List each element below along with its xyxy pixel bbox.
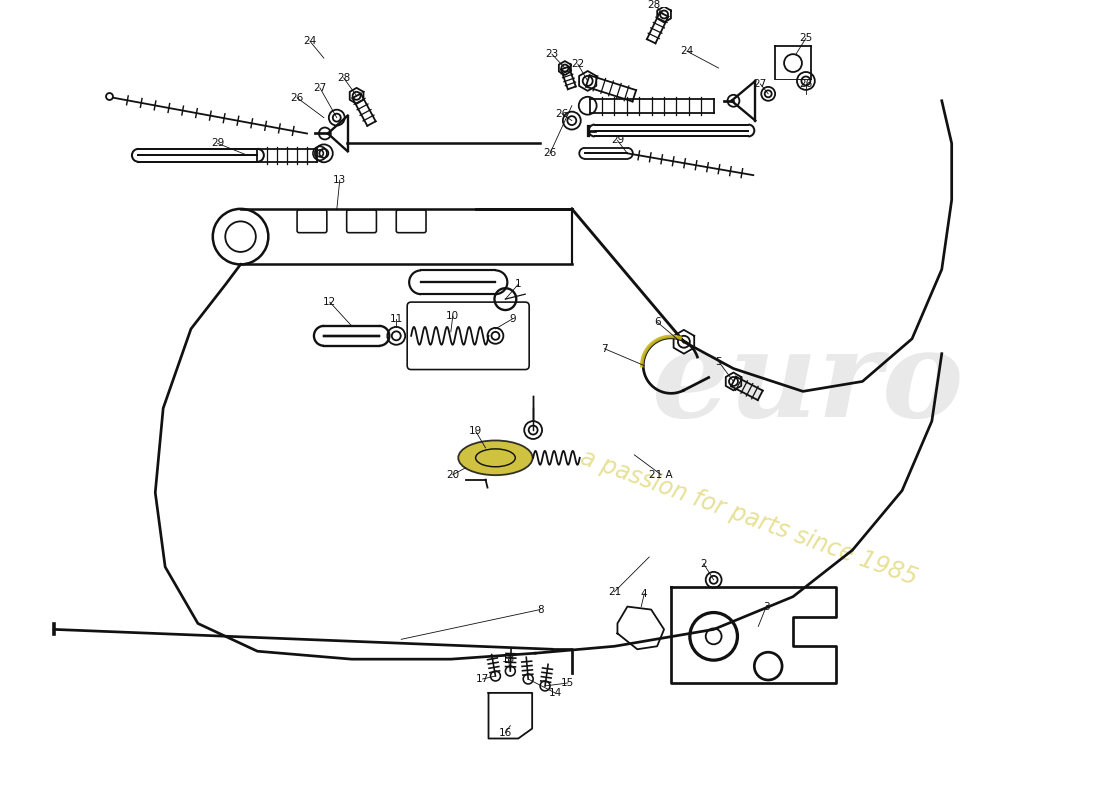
Text: 26: 26 [290,93,304,102]
Text: 22: 22 [571,59,584,69]
Ellipse shape [459,441,532,475]
Text: 26: 26 [556,109,569,118]
Text: 17: 17 [476,674,490,684]
Text: 6: 6 [653,317,660,327]
Text: 13: 13 [333,175,346,185]
Text: 27: 27 [314,83,327,93]
Text: 27: 27 [754,79,767,89]
Text: 14: 14 [548,688,562,698]
Text: 28: 28 [337,73,350,83]
Text: 21 A: 21 A [649,470,673,480]
Text: 10: 10 [447,311,460,321]
Text: 26: 26 [543,148,557,158]
Text: 29: 29 [610,135,624,146]
Text: 3: 3 [763,602,770,611]
Text: 4: 4 [641,589,648,598]
Text: 11: 11 [389,314,403,324]
Text: 1: 1 [515,279,521,290]
Text: 15: 15 [561,678,574,688]
Text: 21: 21 [608,586,622,597]
Text: 25: 25 [800,34,813,43]
Text: 24: 24 [680,46,693,56]
Text: 20: 20 [447,470,460,480]
Text: 24: 24 [304,36,317,46]
Text: 5: 5 [715,357,722,366]
Text: 2: 2 [701,559,707,569]
Text: 12: 12 [323,297,337,307]
Text: 23: 23 [546,49,559,59]
Text: 16: 16 [498,727,512,738]
Text: 9: 9 [509,314,516,324]
Text: 18: 18 [502,654,515,664]
Text: 29: 29 [211,138,224,149]
Text: euro: euro [651,324,964,442]
Text: 8: 8 [537,605,543,614]
Text: 26: 26 [800,79,813,89]
Text: a passion for parts since 1985: a passion for parts since 1985 [576,445,920,590]
Text: 7: 7 [602,344,608,354]
Text: 19: 19 [469,426,482,436]
Text: 28: 28 [648,0,661,10]
